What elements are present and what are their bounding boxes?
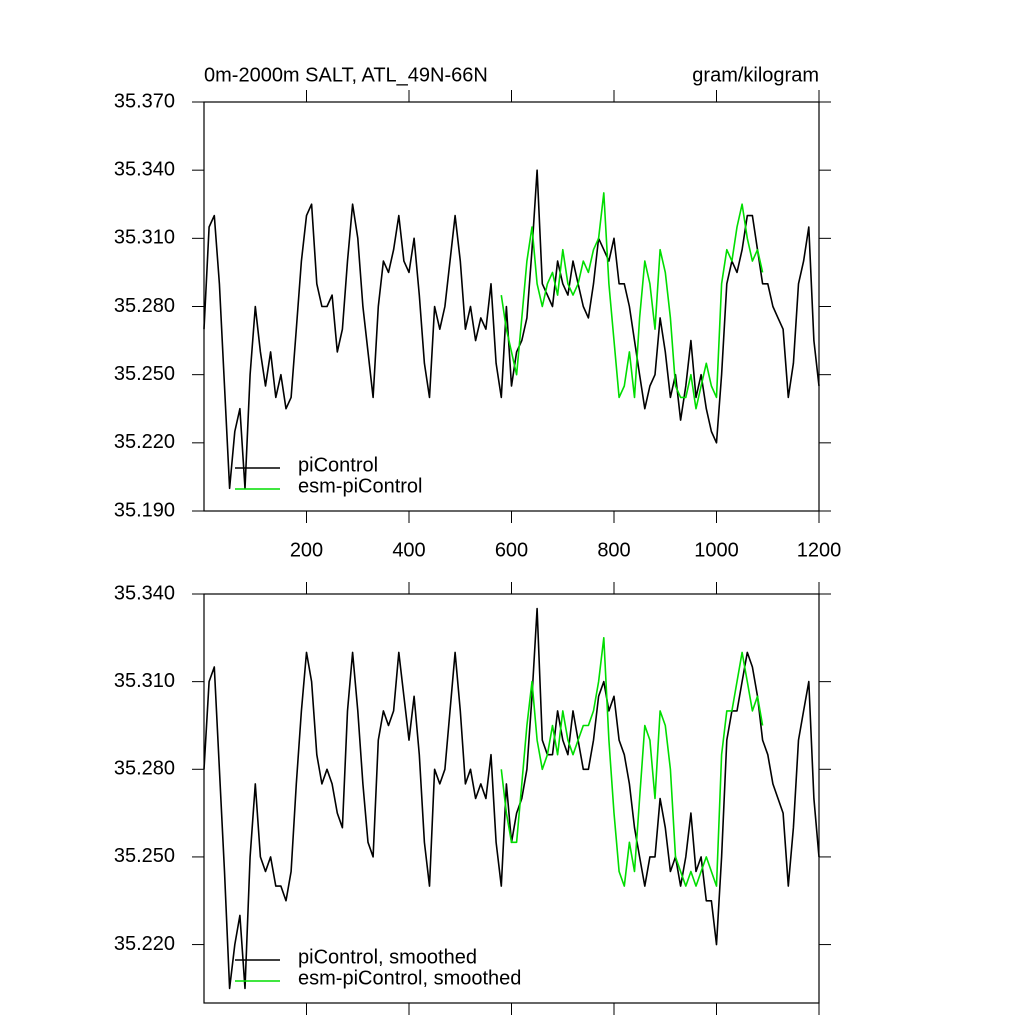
x-tick-label: 800 <box>597 539 630 561</box>
units-label: gram/kilogram <box>692 64 819 86</box>
x-tick-label: 1200 <box>797 539 842 561</box>
legend-label: esm-piControl, smoothed <box>298 967 521 989</box>
x-tick-label: 200 <box>290 539 323 561</box>
y-tick-label: 35.220 <box>114 431 175 453</box>
plot-frame <box>203 593 820 1004</box>
y-tick-label: 35.190 <box>114 499 175 521</box>
y-tick-label: 35.340 <box>114 582 175 604</box>
y-tick-label: 35.370 <box>114 90 175 112</box>
y-tick-label: 35.250 <box>114 845 175 867</box>
chart-title: 0m-2000m SALT, ATL_49N-66N <box>204 64 488 86</box>
legend-label: piControl, smoothed <box>298 946 477 968</box>
data-line <box>500 192 764 410</box>
legend-label: piControl <box>298 454 378 476</box>
data-line <box>500 637 764 887</box>
legend-label: esm-piControl <box>298 475 422 497</box>
y-tick-label: 35.220 <box>114 933 175 955</box>
y-tick-label: 35.310 <box>114 670 175 692</box>
y-tick-label: 35.250 <box>114 363 175 385</box>
y-tick-label: 35.310 <box>114 227 175 249</box>
plot-frame <box>203 101 820 512</box>
y-tick-label: 35.280 <box>114 295 175 317</box>
data-line <box>203 169 820 490</box>
x-tick-label: 400 <box>392 539 425 561</box>
data-line <box>203 607 820 990</box>
x-tick-label: 600 <box>495 539 528 561</box>
y-tick-label: 35.340 <box>114 158 175 180</box>
y-tick-label: 35.280 <box>114 758 175 780</box>
x-tick-label: 1000 <box>694 539 739 561</box>
